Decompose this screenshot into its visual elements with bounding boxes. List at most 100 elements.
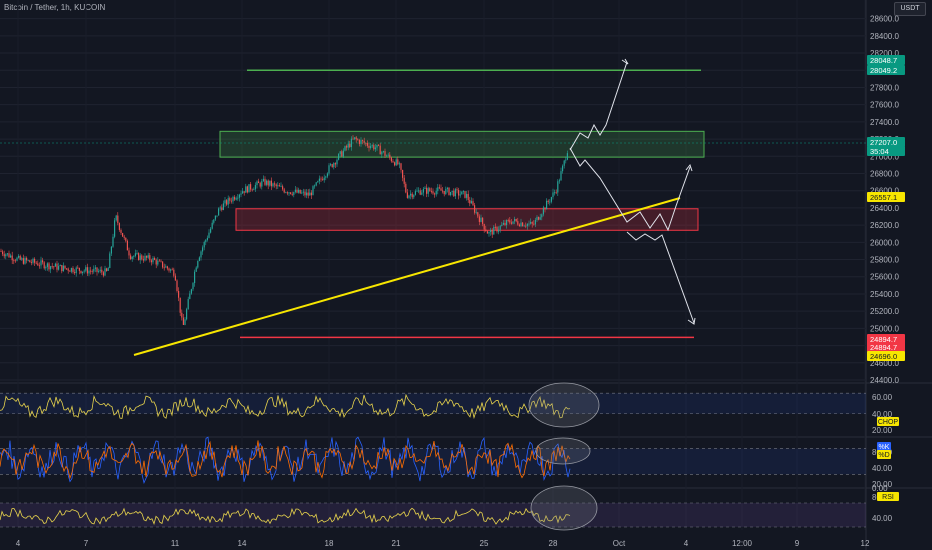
candle-body (446, 187, 448, 190)
candle-body (248, 184, 250, 193)
price-tick-label: 28400.0 (870, 32, 899, 41)
price-label-tag (867, 146, 905, 156)
time-tick-label: 18 (325, 539, 334, 548)
candle-body (147, 255, 149, 258)
candle-body (184, 319, 186, 325)
candle-body (261, 181, 263, 187)
candle-body (101, 269, 103, 273)
candle-body (454, 189, 456, 197)
candle-body (542, 207, 544, 215)
candle-body (306, 192, 308, 196)
price-tick-label: 26800.0 (870, 169, 899, 178)
candle-body (224, 200, 226, 204)
candle-body (230, 200, 232, 202)
candle-body (563, 160, 565, 166)
indicator-panes: 60.0040.0020.0080.0040.0020.000.0080.004… (0, 382, 899, 531)
candle-body (43, 262, 45, 269)
candle-body (5, 254, 7, 257)
price-label-tag (867, 65, 905, 75)
candle-body (533, 223, 535, 225)
candle-body (170, 269, 172, 271)
candle-body (206, 237, 208, 240)
price-label-text: 24696.0 (870, 352, 897, 361)
price-tick-label: 28600.0 (870, 15, 899, 24)
projection-down-path[interactable] (626, 231, 695, 324)
candle-body (98, 271, 100, 272)
candle-body (78, 267, 80, 271)
candle-body (352, 138, 354, 140)
candle-body (53, 266, 55, 268)
candle-body (378, 144, 380, 146)
candle-body (18, 255, 20, 258)
candle-body (541, 214, 543, 218)
candle-body (475, 212, 477, 214)
candle-body (445, 189, 447, 195)
candle-body (366, 143, 368, 146)
candle-body (26, 257, 28, 261)
currency-button[interactable]: USDT (894, 2, 926, 16)
candle-body (37, 263, 39, 266)
candle-body (14, 260, 16, 262)
candle-body (410, 193, 412, 196)
price-label-tag (867, 192, 905, 202)
candle-body (368, 145, 370, 148)
candle-body (565, 159, 567, 161)
price-axis: 28600.028400.028200.028000.027800.027600… (867, 15, 905, 385)
candle-body (464, 191, 466, 198)
candle-body (382, 151, 384, 153)
candle-body (35, 262, 37, 264)
price-label-text: 24894.7 (870, 335, 897, 344)
candle-body (333, 163, 335, 168)
candle-body (544, 207, 546, 210)
candle-body (320, 178, 322, 180)
candle-body (331, 164, 333, 168)
candle-body (182, 317, 184, 325)
candle-body (74, 272, 76, 274)
candle-series (0, 135, 568, 326)
candle-body (88, 270, 90, 274)
candle-body (162, 261, 164, 268)
candle-body (406, 192, 408, 198)
candle-body (416, 190, 418, 192)
candle-body (274, 183, 276, 185)
time-tick-label: 12:00 (732, 539, 753, 548)
projection-up-path[interactable] (569, 61, 628, 151)
price-tick-label: 28200.0 (870, 49, 899, 58)
candle-body (238, 194, 240, 198)
candle-body (245, 186, 247, 193)
candle-body (283, 189, 285, 193)
candle-body (514, 219, 516, 222)
rsi-line (0, 507, 571, 525)
projection-mid-path[interactable] (569, 147, 691, 232)
candle-body (304, 191, 306, 196)
candle-body (197, 260, 199, 268)
resistance-zone[interactable] (219, 130, 705, 158)
candle-body (451, 190, 453, 192)
candle-body (77, 267, 79, 269)
candle-body (80, 270, 82, 274)
candle-body (510, 222, 512, 224)
candle-body (341, 151, 343, 157)
price-tick-label: 25200.0 (870, 307, 899, 316)
trendline[interactable] (133, 197, 681, 356)
candle-body (144, 255, 146, 261)
candle-body (314, 185, 316, 187)
candle-body (562, 165, 564, 172)
candle-body (280, 186, 282, 188)
candle-body (523, 225, 525, 227)
candle-body (141, 255, 143, 260)
candle-body (10, 255, 12, 258)
indicator-tag-text: RSI (882, 494, 894, 501)
highlight-ellipse[interactable] (528, 382, 600, 428)
support-zone[interactable] (235, 208, 699, 231)
candle-body (0, 250, 2, 252)
candle-body (349, 143, 351, 148)
candle-body (507, 220, 509, 221)
candle-body (139, 255, 141, 261)
highlight-ellipse[interactable] (530, 485, 598, 531)
candle-body (472, 201, 474, 206)
highlight-ellipse[interactable] (535, 437, 591, 465)
candle-body (117, 215, 119, 224)
candle-body (70, 268, 72, 272)
